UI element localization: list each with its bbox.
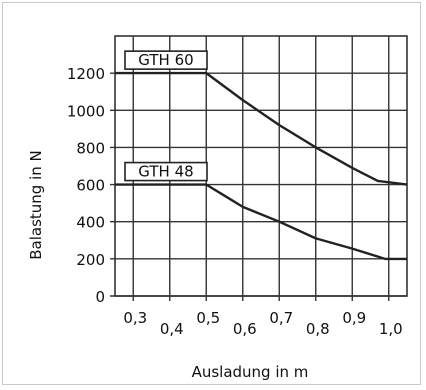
y-axis-label: Balastung in N: [27, 150, 45, 260]
x-tick-label-7: 1,0: [379, 320, 403, 338]
y-tick-label-1: 200: [76, 251, 105, 269]
x-tick-label-6: 0,9: [342, 309, 366, 327]
series-label-0: GTH 60: [138, 51, 193, 69]
y-tick-label-0: 0: [95, 288, 105, 306]
y-tick-label-6: 1200: [67, 65, 105, 83]
x-tick-label-3: 0,6: [233, 320, 257, 338]
chart-border: [2, 2, 421, 385]
series-labels: GTH 60 GTH 48: [124, 50, 208, 182]
series-line-1: [115, 183, 407, 261]
y-tick-label-3: 600: [76, 177, 105, 195]
y-tick-label-5: 1000: [67, 102, 105, 120]
x-tick-label-0: 0,3: [123, 309, 147, 327]
x-tick-label-5: 0,8: [306, 320, 330, 338]
y-tick-label-4: 800: [76, 139, 105, 157]
x-axis-label: Ausladung in m: [192, 363, 309, 381]
x-tick-label-1: 0,4: [160, 320, 184, 338]
series-label-1: GTH 48: [138, 163, 193, 181]
series-lines: [115, 71, 408, 261]
series-label-box-0: [124, 50, 208, 70]
y-tick-label-2: 400: [76, 214, 105, 232]
x-tick-label-4: 0,7: [269, 309, 293, 327]
tick-labels: 0 200 400 600 800 1000 1200 0,3 0,4 0,5 0,6 0,7 0,8 0…: [67, 65, 403, 338]
x-tick-label-2: 0,5: [196, 309, 220, 327]
series-line-0: [115, 71, 408, 186]
series-label-box-1: [124, 161, 208, 182]
